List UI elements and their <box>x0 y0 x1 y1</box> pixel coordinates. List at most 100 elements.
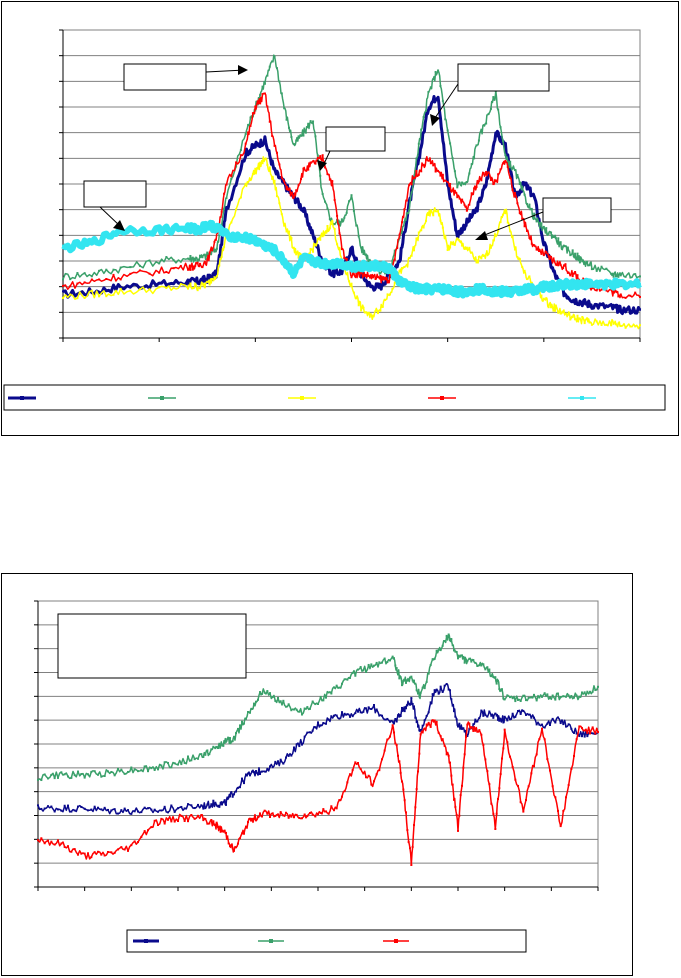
data-point-yellow <box>328 227 331 230</box>
data-point-cyan <box>206 223 209 226</box>
data-point-red <box>53 843 56 846</box>
data-point-red <box>490 802 493 805</box>
annotation-arrowhead-2 <box>317 160 327 171</box>
data-point-navy <box>480 709 483 712</box>
data-point-navy <box>302 210 305 213</box>
data-point-red <box>395 744 398 747</box>
data-point-cyan <box>218 225 221 228</box>
data-point-green <box>557 692 559 695</box>
data-point-cyan <box>239 235 242 238</box>
data-point-yellow <box>208 283 211 286</box>
data-point-navy <box>196 282 199 285</box>
data-point-navy <box>414 716 417 719</box>
data-point-navy <box>478 717 481 720</box>
data-point-navy <box>282 762 285 765</box>
data-point-green <box>386 660 389 663</box>
data-point-yellow <box>470 251 473 254</box>
data-point-red <box>208 822 211 825</box>
data-point-navy <box>415 721 418 724</box>
data-point-cyan <box>345 266 348 269</box>
data-point-green <box>443 640 446 643</box>
data-point-navy <box>349 715 351 718</box>
data-point-red <box>486 770 489 773</box>
data-point-cyan <box>526 290 529 293</box>
data-point-navy <box>420 145 423 148</box>
data-point-green <box>90 770 93 773</box>
data-point-navy <box>290 754 293 757</box>
data-point-navy <box>249 774 251 777</box>
data-point-red <box>384 276 387 279</box>
data-point-red <box>473 187 476 190</box>
data-point-green <box>295 708 298 711</box>
data-point-cyan <box>516 287 519 290</box>
data-point-cyan <box>196 226 199 229</box>
data-point-navy <box>369 285 372 288</box>
data-point-navy <box>362 710 365 713</box>
data-point-navy <box>295 743 298 746</box>
data-point-yellow <box>230 221 233 224</box>
data-point-green <box>215 247 218 250</box>
data-point-navy <box>206 803 209 806</box>
data-point-green <box>418 695 421 698</box>
data-point-cyan <box>562 286 565 289</box>
data-point-navy <box>429 105 432 108</box>
data-point-red <box>378 769 381 772</box>
data-point-green <box>319 695 322 698</box>
data-point-red <box>140 835 143 838</box>
data-point-navy <box>525 713 527 716</box>
data-point-green <box>140 769 143 772</box>
data-point-navy <box>466 735 469 738</box>
data-point-yellow <box>441 226 444 229</box>
data-point-green <box>190 759 193 762</box>
data-point-navy <box>503 715 506 718</box>
data-point-cyan <box>444 290 447 293</box>
data-point-navy <box>279 758 282 761</box>
data-point-green <box>285 118 288 121</box>
data-point-cyan <box>302 255 305 258</box>
data-point-yellow <box>420 229 423 232</box>
data-point-cyan <box>465 293 468 296</box>
data-point-navy <box>453 710 455 713</box>
data-point-cyan <box>533 289 536 292</box>
data-point-navy <box>306 731 309 734</box>
data-point-red <box>127 849 129 852</box>
data-point-yellow <box>266 163 269 166</box>
data-point-yellow <box>348 280 351 283</box>
data-point-red <box>298 817 301 820</box>
data-point-navy <box>253 771 255 774</box>
data-point-red <box>351 769 354 772</box>
data-point-green <box>230 177 233 180</box>
data-point-navy <box>218 254 221 257</box>
data-point-red <box>566 271 569 274</box>
data-point-yellow <box>319 238 322 241</box>
data-point-red <box>497 797 499 800</box>
data-point-cyan <box>576 281 579 284</box>
data-point-green <box>275 67 278 70</box>
data-point-red <box>226 835 229 838</box>
data-point-red <box>287 816 290 819</box>
data-point-green <box>53 777 56 780</box>
data-point-yellow <box>199 287 202 290</box>
data-point-navy <box>381 284 384 287</box>
data-point-yellow <box>292 246 295 249</box>
data-point-navy <box>173 810 176 813</box>
data-point-navy <box>475 207 478 210</box>
data-point-navy <box>67 804 69 807</box>
data-point-navy <box>535 204 538 207</box>
data-point-green <box>434 70 437 73</box>
data-point-navy <box>389 720 391 723</box>
data-point-red <box>343 790 346 793</box>
data-point-yellow <box>581 315 584 318</box>
data-point-green <box>282 699 285 702</box>
data-point-navy <box>233 793 235 796</box>
data-point-green <box>148 259 151 262</box>
data-point-green <box>183 761 186 764</box>
data-point-navy <box>383 718 386 721</box>
data-point-red <box>105 277 108 280</box>
data-point-cyan <box>518 290 521 293</box>
data-point-green <box>581 260 584 263</box>
data-point-navy <box>335 714 338 717</box>
data-point-green <box>489 107 492 110</box>
data-point-navy <box>203 280 206 283</box>
data-point-yellow <box>468 246 471 249</box>
